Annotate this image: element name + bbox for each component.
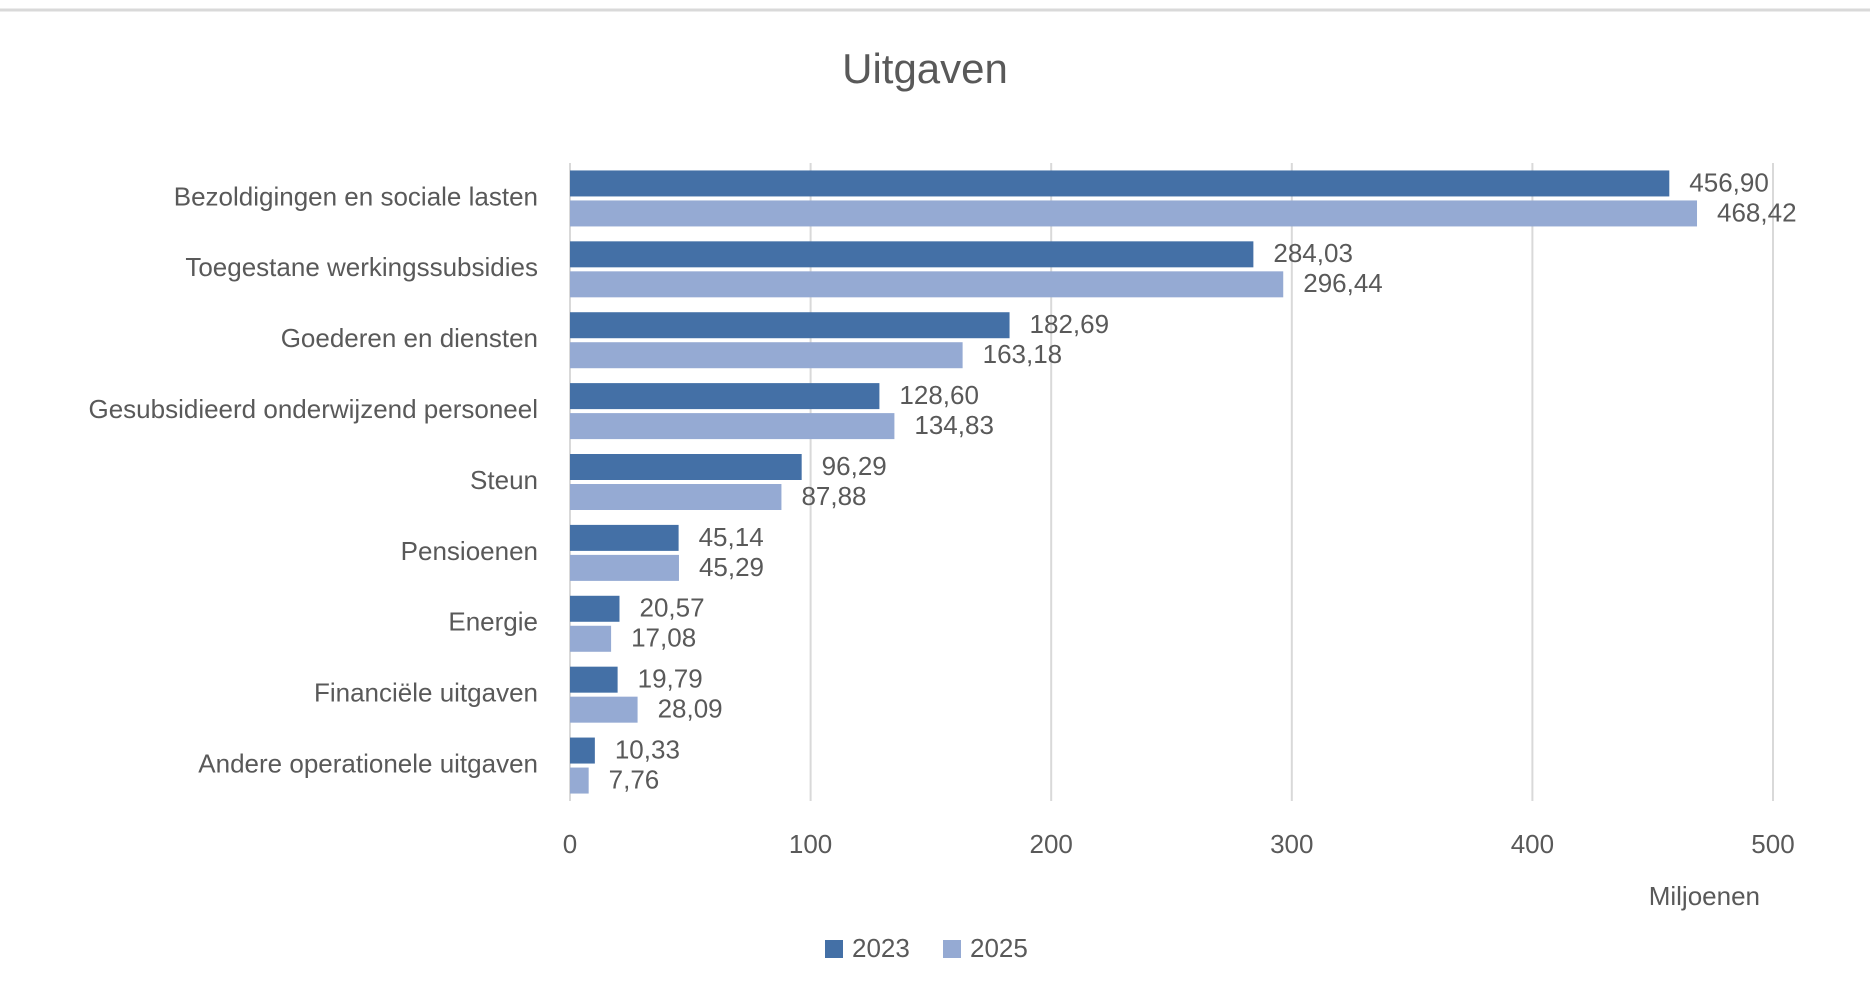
value-label: 284,03 — [1273, 238, 1353, 268]
bar — [570, 595, 620, 622]
value-label: 28,09 — [658, 694, 723, 724]
bar — [570, 271, 1284, 298]
bar — [570, 767, 589, 794]
y-tick-label: Steun — [470, 465, 538, 495]
y-tick-label: Andere operationele uitgaven — [198, 748, 538, 778]
bar — [570, 484, 782, 510]
x-tick-label: 400 — [1511, 829, 1554, 859]
bar — [570, 524, 679, 551]
x-tick-label: 500 — [1751, 829, 1794, 859]
x-tick-label: 300 — [1270, 829, 1313, 859]
bar — [570, 312, 1010, 339]
bar — [570, 454, 802, 480]
value-label: 456,90 — [1689, 167, 1769, 197]
bar — [570, 625, 612, 652]
y-tick-label: Financiële uitgaven — [314, 678, 538, 708]
value-label: 19,79 — [638, 664, 703, 694]
value-label: 468,42 — [1717, 197, 1797, 227]
bar — [570, 413, 895, 440]
y-tick-label: Pensioenen — [401, 536, 538, 566]
legend-label: 2025 — [970, 933, 1028, 963]
value-label: 128,60 — [899, 380, 979, 410]
y-tick-label: Toegestane werkingssubsidies — [185, 252, 538, 282]
value-label: 134,83 — [914, 410, 994, 440]
bar — [570, 666, 618, 693]
value-label: 96,29 — [822, 451, 887, 481]
value-label: 45,29 — [699, 552, 764, 582]
chart-title: Uitgaven — [842, 45, 1008, 92]
x-tick-label: 100 — [789, 829, 832, 859]
legend-label: 2023 — [852, 933, 910, 963]
value-label: 20,57 — [639, 593, 704, 623]
bar — [570, 170, 1670, 197]
y-tick-label: Bezoldigingen en sociale lasten — [174, 181, 538, 211]
x-tick-label: 200 — [1030, 829, 1073, 859]
value-label: 45,14 — [699, 522, 764, 552]
value-label: 87,88 — [801, 481, 866, 511]
bar — [570, 737, 595, 764]
legend-swatch — [825, 940, 843, 958]
x-tick-label: 0 — [563, 829, 577, 859]
x-axis-label: Miljoenen — [1649, 881, 1760, 911]
value-label: 17,08 — [631, 623, 696, 653]
legend-swatch — [943, 940, 961, 958]
value-label: 182,69 — [1030, 309, 1110, 339]
bar — [570, 200, 1698, 227]
value-label: 296,44 — [1303, 268, 1383, 298]
value-label: 10,33 — [615, 734, 680, 764]
value-label: 163,18 — [983, 339, 1063, 369]
y-tick-label: Energie — [448, 607, 538, 637]
bar — [570, 342, 963, 369]
bar — [570, 383, 880, 410]
y-tick-label: Goederen en diensten — [281, 323, 538, 353]
bar — [570, 554, 679, 581]
bar — [570, 696, 638, 723]
value-label: 7,76 — [609, 764, 660, 794]
y-tick-label: Gesubsidieerd onderwijzend personeel — [88, 394, 538, 424]
bar — [570, 241, 1254, 268]
